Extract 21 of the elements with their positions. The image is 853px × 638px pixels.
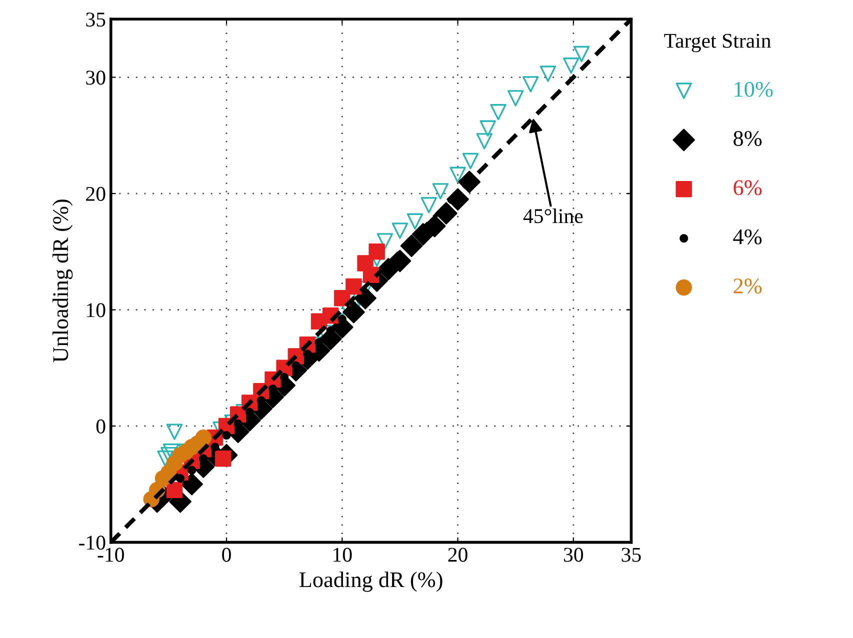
x-axis-title: Loading dR (%)	[299, 572, 442, 592]
x-tick-label: 20	[448, 548, 468, 562]
y-tick-label: 35	[86, 12, 106, 27]
y-tick-label: 0	[96, 419, 106, 434]
legend-label: 2%	[734, 278, 762, 294]
x-tick-label: -10	[98, 548, 124, 562]
y-tick-label: -10	[79, 536, 106, 550]
x-tick-label: 30	[564, 548, 584, 562]
legend-label: 10%	[734, 82, 773, 97]
legend-label: 8%	[734, 131, 762, 146]
legend-label: 6%	[734, 180, 762, 196]
y-tick-label: 10	[87, 303, 106, 318]
y-tick-label: 30	[86, 70, 106, 85]
y-axis-title: Unloading dR (%)	[52, 200, 73, 362]
legend-title: Target Strain	[664, 34, 771, 52]
x-tick-label: 10	[334, 548, 352, 562]
x-tick-label: 35	[622, 548, 641, 562]
y-tick-label: 20	[86, 186, 106, 201]
annotation: 45°line	[523, 208, 583, 224]
legend-label: 4%	[733, 229, 762, 244]
x-tick-label: 0	[222, 548, 231, 562]
